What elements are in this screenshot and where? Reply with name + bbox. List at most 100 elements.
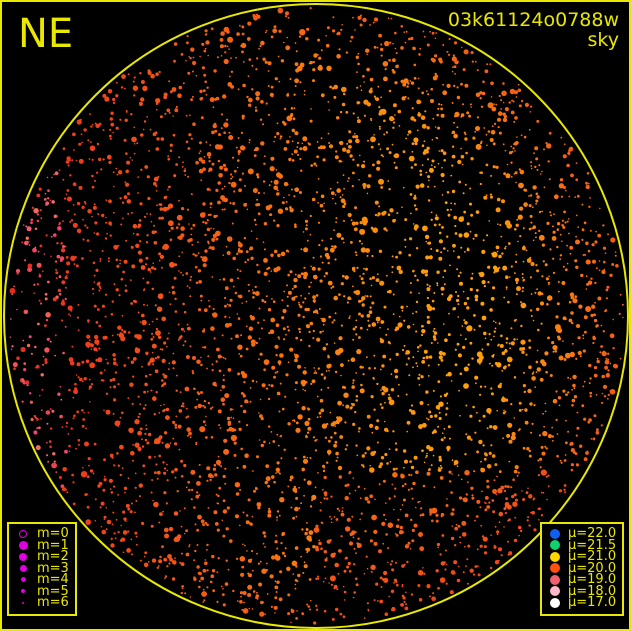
frame-type: sky <box>587 29 619 51</box>
star <box>246 258 250 261</box>
star <box>342 385 345 389</box>
star <box>449 264 451 267</box>
star <box>150 337 154 341</box>
star <box>528 227 532 231</box>
star <box>328 144 334 149</box>
star <box>490 81 494 86</box>
star <box>412 481 416 486</box>
star <box>311 197 316 202</box>
star <box>138 219 142 222</box>
star <box>419 47 422 50</box>
star <box>331 321 334 324</box>
star <box>294 62 299 66</box>
star <box>203 49 207 53</box>
star <box>266 387 269 390</box>
star <box>276 510 280 513</box>
star <box>275 467 280 472</box>
surface-brightness-legend: μ=22.0 μ=21.5 μ=21.0 μ=20.0 μ=19.0 μ=18.0 μ=17… <box>540 522 624 616</box>
star <box>569 351 575 358</box>
star <box>370 564 376 570</box>
star <box>415 310 418 313</box>
star <box>320 408 325 413</box>
star <box>536 195 540 199</box>
star <box>137 415 140 419</box>
star <box>482 239 485 242</box>
star <box>291 159 295 162</box>
star <box>105 221 108 224</box>
star <box>212 106 215 109</box>
star <box>25 236 29 240</box>
star <box>339 196 342 199</box>
star <box>189 436 192 439</box>
star <box>243 381 246 384</box>
star <box>85 341 91 348</box>
star <box>229 202 232 205</box>
star <box>478 324 482 328</box>
star <box>423 140 426 143</box>
star <box>185 140 189 144</box>
magnitude-marker-icon <box>15 601 31 604</box>
star <box>442 352 446 356</box>
star <box>354 206 358 210</box>
star <box>178 156 181 159</box>
star <box>494 525 497 528</box>
star <box>442 44 445 46</box>
star <box>322 158 326 162</box>
star <box>304 367 306 369</box>
star <box>483 551 488 555</box>
star <box>42 363 45 366</box>
star <box>33 208 39 214</box>
star <box>264 546 266 548</box>
star <box>238 178 242 182</box>
star <box>117 325 122 330</box>
star <box>185 486 188 489</box>
star <box>86 505 90 509</box>
star <box>118 294 121 297</box>
star <box>385 502 387 504</box>
star <box>388 595 391 598</box>
star <box>192 356 196 360</box>
star <box>301 142 304 145</box>
star <box>343 187 345 190</box>
star <box>123 517 127 521</box>
star <box>276 391 281 396</box>
star <box>247 283 250 286</box>
star <box>347 561 351 566</box>
star <box>273 25 277 29</box>
star <box>80 133 83 136</box>
star <box>326 422 329 426</box>
star <box>263 155 266 158</box>
star <box>425 240 428 243</box>
star <box>431 164 433 166</box>
star <box>346 444 349 447</box>
star <box>593 313 596 317</box>
star <box>236 313 239 315</box>
star <box>306 431 310 434</box>
star <box>106 519 112 525</box>
star <box>395 255 398 259</box>
star <box>255 341 258 345</box>
star <box>404 459 408 464</box>
star <box>604 252 607 254</box>
star <box>262 57 266 61</box>
color-swatch-icon <box>547 586 563 597</box>
star <box>137 311 140 314</box>
star <box>57 226 62 231</box>
star <box>380 154 383 157</box>
star <box>409 80 412 82</box>
star <box>142 329 145 332</box>
star <box>98 289 101 292</box>
star <box>185 529 189 533</box>
star <box>369 77 374 82</box>
star <box>544 445 547 448</box>
star <box>341 24 344 26</box>
star <box>457 274 461 278</box>
star <box>335 607 339 612</box>
star <box>314 545 319 550</box>
star <box>392 472 398 478</box>
star <box>174 442 178 446</box>
star <box>458 233 463 238</box>
star <box>264 60 268 64</box>
star <box>315 524 319 528</box>
star <box>264 300 267 304</box>
